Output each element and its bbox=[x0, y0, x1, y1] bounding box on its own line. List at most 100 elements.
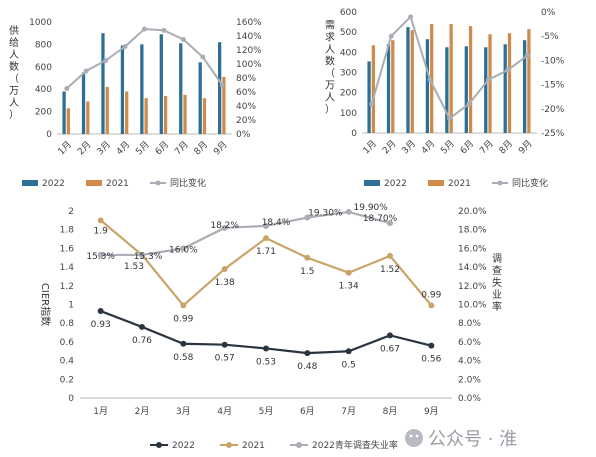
x-tick-label: 3月 bbox=[95, 139, 113, 157]
data-label: 15.3% bbox=[86, 252, 115, 262]
bar-2022 bbox=[159, 34, 163, 134]
data-label: 19.30% bbox=[308, 209, 343, 219]
y2-tick-label: 140% bbox=[236, 32, 262, 42]
y-tick-label: 0.2 bbox=[60, 375, 74, 385]
chart-2: 00.20.40.60.811.21.41.61.820.0%2.0%4.0%6… bbox=[39, 203, 502, 451]
y2-tick-label: 0.0% bbox=[458, 394, 481, 404]
line-point bbox=[180, 37, 186, 42]
line-point bbox=[221, 265, 228, 272]
data-label: 18.2% bbox=[210, 221, 239, 231]
line-point bbox=[485, 77, 491, 83]
bar-2022 bbox=[120, 45, 125, 134]
legend-label: 2022 bbox=[42, 179, 65, 189]
bar-2022 bbox=[464, 46, 468, 133]
line-point bbox=[97, 217, 104, 224]
line-point bbox=[263, 345, 269, 352]
line-point bbox=[345, 208, 352, 215]
data-label: 0.99 bbox=[173, 314, 193, 324]
line-point bbox=[142, 26, 147, 32]
data-label: 0.58 bbox=[173, 353, 193, 363]
x-tick-label: 7月 bbox=[341, 406, 356, 417]
x-tick-label: 2月 bbox=[135, 406, 150, 417]
line-point bbox=[180, 245, 187, 252]
y2-tick-label: 0% bbox=[236, 130, 251, 140]
watermark-text: 公众号 · 淮 bbox=[428, 429, 517, 450]
y-axis-label: 供 bbox=[9, 24, 19, 37]
y-axis-label: ） bbox=[325, 104, 335, 116]
line-point bbox=[139, 251, 145, 258]
y2-axis-label: 失 bbox=[492, 276, 502, 289]
y2-tick-label: 120% bbox=[236, 46, 262, 56]
line-point bbox=[139, 323, 145, 330]
line-point bbox=[64, 86, 70, 91]
y-tick-label: 200 bbox=[35, 108, 52, 118]
x-tick-label: 5月 bbox=[259, 406, 274, 417]
line-point bbox=[263, 235, 269, 242]
y2-tick-label: -25% bbox=[541, 129, 565, 139]
bar-2021 bbox=[125, 91, 129, 134]
line-point bbox=[221, 224, 228, 231]
bar-2021 bbox=[410, 30, 414, 133]
line-point bbox=[345, 269, 352, 276]
bar-2021 bbox=[371, 45, 375, 133]
line-point bbox=[180, 340, 187, 347]
x-tick-label: 7月 bbox=[173, 139, 191, 157]
legend-label: 2021 bbox=[448, 179, 471, 189]
y2-axis-label: 查 bbox=[492, 264, 502, 277]
line-point bbox=[219, 82, 225, 88]
legend-label: 2022 bbox=[172, 441, 195, 451]
y2-tick-label: 100% bbox=[236, 60, 262, 70]
x-tick-label: 4月 bbox=[419, 138, 437, 156]
data-label: 1.38 bbox=[215, 278, 235, 288]
data-label: 0.99 bbox=[421, 290, 441, 300]
bar-2021 bbox=[202, 98, 207, 134]
y-axis-label: 数 bbox=[325, 55, 335, 68]
x-tick-label: 9月 bbox=[424, 406, 439, 417]
y-tick-label: 1.6 bbox=[60, 244, 75, 254]
bar-2022 bbox=[62, 91, 66, 134]
x-tick-label: 4月 bbox=[114, 139, 132, 157]
data-label: 0.93 bbox=[91, 320, 111, 330]
wechat-icon-eye bbox=[409, 434, 413, 438]
y2-tick-label: -5% bbox=[541, 32, 559, 42]
line-point bbox=[387, 220, 393, 227]
data-label: 18.4% bbox=[262, 218, 291, 228]
y-axis-label: （ bbox=[325, 68, 335, 80]
legend-label: 2022 bbox=[384, 179, 407, 189]
x-tick-label: 3月 bbox=[400, 138, 418, 156]
bar-2021 bbox=[86, 101, 90, 134]
bar-2021 bbox=[507, 33, 512, 133]
y-tick-label: 600 bbox=[35, 63, 52, 73]
x-tick-label: 1月 bbox=[361, 138, 379, 156]
line-point bbox=[428, 342, 435, 349]
x-tick-label: 6月 bbox=[300, 406, 315, 417]
legend-marker bbox=[226, 442, 232, 448]
y2-tick-label: 160% bbox=[236, 18, 262, 28]
x-tick-label: 1月 bbox=[93, 406, 108, 417]
x-tick-label: 7月 bbox=[478, 138, 496, 156]
bar-2021 bbox=[449, 24, 453, 134]
data-label: 0.56 bbox=[421, 355, 441, 365]
bar-2022 bbox=[484, 47, 488, 133]
y2-tick-label: 4.0% bbox=[458, 357, 481, 367]
line-point bbox=[387, 252, 393, 259]
y2-tick-label: 60% bbox=[236, 88, 256, 98]
y-tick-label: 0 bbox=[351, 129, 357, 139]
y-axis-label: 人 bbox=[325, 44, 335, 56]
data-label: 0.48 bbox=[297, 362, 317, 372]
bar-2022 bbox=[218, 42, 222, 134]
y-tick-label: 1 bbox=[68, 301, 74, 311]
chart-0: 0 200 400 600 800 1000 0% 20% 40% 60% 80% 100% 120% 1… bbox=[9, 18, 262, 189]
line-point bbox=[428, 302, 435, 309]
data-label: 1.53 bbox=[124, 262, 144, 272]
bar-2022 bbox=[198, 62, 202, 134]
y2-tick-label: -20% bbox=[541, 105, 565, 115]
y-tick-label: 0 bbox=[68, 394, 74, 404]
x-tick-label: 3月 bbox=[176, 406, 191, 417]
data-label: 1.71 bbox=[256, 247, 276, 257]
bar-2022 bbox=[140, 44, 144, 134]
legend-label: 2021 bbox=[242, 441, 265, 451]
y-axis-label: 给 bbox=[9, 36, 19, 49]
legend-marker bbox=[296, 442, 302, 448]
